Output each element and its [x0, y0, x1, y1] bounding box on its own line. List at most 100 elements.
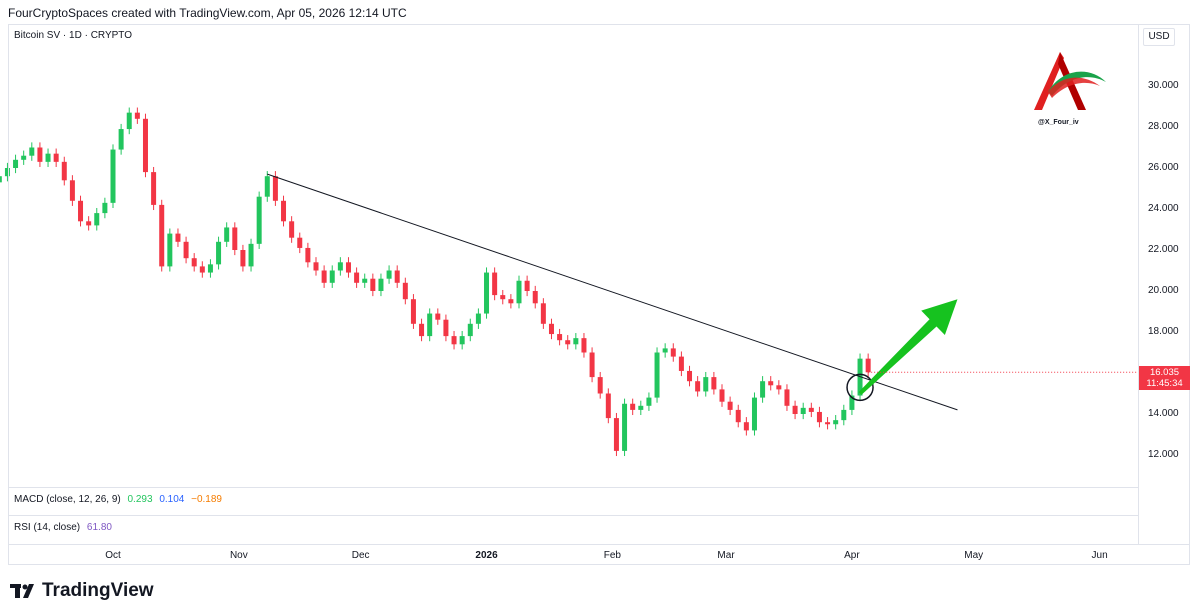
candle-body	[735, 409, 741, 423]
candle-body	[484, 272, 490, 314]
rsi-legend[interactable]: RSI (14, close) 61.80	[14, 522, 112, 533]
attribution-text: FourCryptoSpaces created with TradingVie…	[8, 6, 407, 20]
candle-body	[61, 161, 67, 181]
candle-body	[670, 348, 676, 357]
candle-body	[264, 176, 270, 197]
candle-body	[800, 407, 806, 414]
candle-body	[29, 147, 35, 156]
candle-body	[548, 323, 554, 335]
macd-hist-value: −0.189	[191, 494, 222, 505]
time-tick-label: May	[964, 550, 984, 561]
candle-body	[110, 149, 116, 203]
candle-body	[272, 176, 278, 201]
price-tick-label: 22.000	[1148, 244, 1179, 255]
candle-body	[508, 299, 514, 304]
time-tick-label: Feb	[603, 550, 621, 561]
candle-body	[69, 180, 75, 201]
candle-body	[589, 352, 595, 378]
author-watermark: @X_Four_iv	[1034, 52, 1106, 126]
candle-body	[605, 393, 611, 419]
candle-body	[654, 352, 660, 398]
time-tick-label: Mar	[717, 550, 735, 561]
symbol-title[interactable]: Bitcoin SV · 1D · CRYPTO	[14, 30, 132, 41]
trendline	[267, 173, 958, 411]
candle-body	[167, 233, 173, 267]
candle-body	[305, 247, 311, 263]
candle-body	[402, 282, 408, 300]
candle-body	[248, 243, 254, 267]
candle-body	[524, 280, 530, 291]
candle-body	[321, 270, 327, 283]
candle-body	[540, 303, 546, 324]
candle-body	[565, 340, 571, 345]
time-tick-label: Dec	[351, 550, 370, 561]
tradingview-logo[interactable]: TradingView	[10, 580, 154, 602]
price-tick-label: 30.000	[1148, 80, 1179, 91]
tradingview-logo-text: TradingView	[42, 580, 154, 601]
candle-body	[703, 377, 709, 392]
candle-body	[199, 266, 205, 273]
price-tick-label: 18.000	[1148, 326, 1179, 337]
candle-body	[142, 118, 148, 173]
candle-body	[500, 295, 506, 300]
candle-body	[557, 334, 563, 341]
rsi-pane-separator[interactable]	[8, 515, 1138, 516]
candle-body	[776, 385, 782, 390]
candle-body	[151, 172, 157, 205]
candle-body	[467, 323, 473, 337]
candle-body	[354, 272, 360, 283]
candle-body	[378, 278, 384, 291]
breakout-circle	[846, 373, 874, 402]
candle-body	[532, 291, 538, 304]
currency-button[interactable]: USD	[1143, 28, 1175, 46]
candle-body	[216, 241, 222, 265]
candle-body	[768, 381, 774, 386]
candle-body	[638, 405, 644, 410]
bullish-arrow	[858, 299, 958, 395]
rsi-label: RSI (14, close)	[14, 522, 81, 533]
candle-body	[443, 319, 449, 337]
candle-body	[865, 358, 871, 373]
price-tick-label: 12.000	[1148, 449, 1179, 460]
price-tick-label: 26.000	[1148, 162, 1179, 173]
time-axis[interactable]	[8, 544, 1190, 566]
bar-countdown: 11:45:34	[1146, 378, 1183, 389]
candle-body	[678, 356, 684, 371]
candle-body	[492, 272, 498, 296]
time-tick-label: 2026	[475, 550, 498, 561]
candle-body	[451, 336, 457, 345]
candle-body	[126, 112, 132, 130]
price-axis-separator	[1138, 24, 1139, 544]
time-tick-label: Nov	[229, 550, 248, 561]
candle-body	[289, 221, 295, 238]
author-logo-icon	[1034, 52, 1106, 110]
candle-body	[337, 262, 343, 271]
candle-body	[183, 241, 189, 259]
candle-body	[45, 153, 51, 162]
candle-body	[240, 250, 246, 267]
candle-body	[630, 403, 636, 410]
candle-body	[94, 213, 100, 226]
candle-body	[825, 422, 831, 425]
candle-body	[386, 270, 392, 279]
candle-body	[459, 336, 465, 345]
macd-legend[interactable]: MACD (close, 12, 26, 9) 0.293 0.104 −0.1…	[14, 494, 222, 505]
candle-body	[370, 278, 376, 291]
candle-body	[719, 389, 725, 402]
candle-body	[102, 202, 108, 214]
candle-body	[159, 204, 165, 267]
candle-body	[21, 155, 27, 160]
candle-body	[410, 299, 416, 324]
macd-label: MACD (close, 12, 26, 9)	[14, 494, 121, 505]
last-price-value: 16.035	[1149, 367, 1180, 378]
candle-body	[808, 407, 814, 412]
candle-body	[313, 262, 319, 271]
candle-body	[207, 264, 213, 273]
candle-body	[427, 313, 433, 337]
last-price-badge: 16.035 11:45:34	[1139, 366, 1190, 390]
candle-body	[573, 338, 579, 345]
candle-body	[191, 258, 197, 267]
macd-pane-separator[interactable]	[8, 487, 1138, 488]
candle-body	[581, 338, 587, 353]
